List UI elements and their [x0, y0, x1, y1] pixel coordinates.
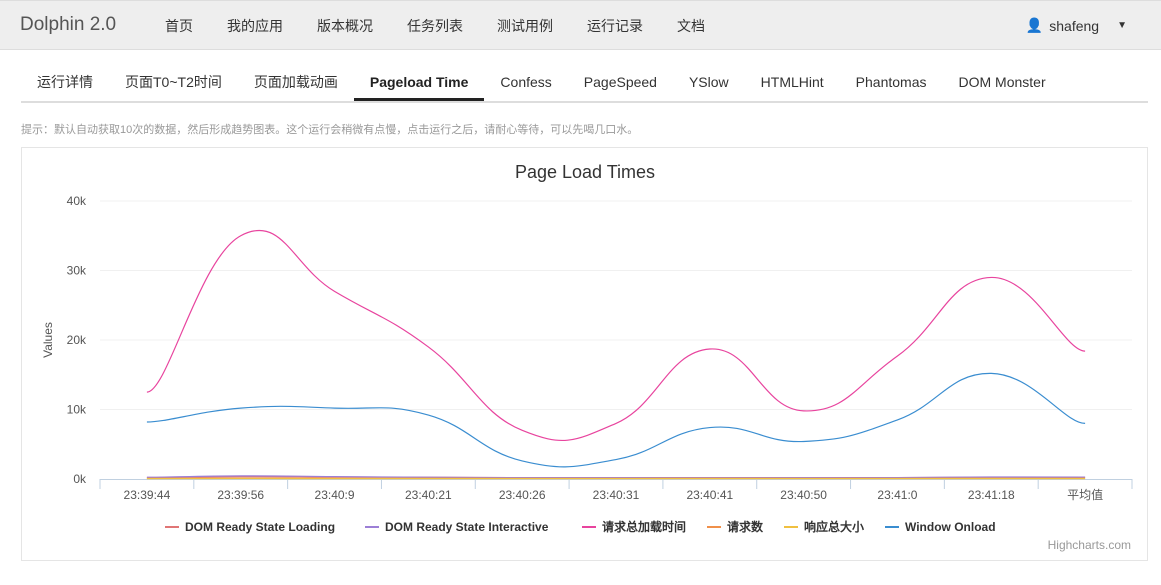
x-tick-label: 23:41:18 [968, 488, 1015, 502]
nav-versions[interactable]: 版本概况 [317, 18, 373, 34]
y-tick-label: 30k [67, 264, 87, 278]
x-tick-label: 23:39:44 [124, 488, 171, 502]
nav-my-apps[interactable]: 我的应用 [227, 18, 283, 34]
y-tick-label: 20k [67, 333, 87, 347]
user-menu[interactable]: 👤 shafeng ▼ [1026, 17, 1127, 34]
y-tick-label: 0k [73, 472, 87, 486]
legend-item-0[interactable]: DOM Ready State Loading [185, 520, 335, 534]
y-axis-label: Values [41, 322, 55, 358]
tab-6[interactable]: YSlow [688, 74, 729, 90]
username: shafeng [1049, 17, 1100, 34]
credits-link: Highcharts.com [1048, 538, 1131, 552]
tab-1[interactable]: 页面T0~T2时间 [125, 74, 222, 90]
chart-container: Page Load Times Values 0k 10k 20k 30k 40k 23:39… [21, 147, 1148, 561]
nav-run-records[interactable]: 运行记录 [587, 18, 643, 34]
x-tick-label: 平均值 [1067, 487, 1103, 502]
user-icon: 👤 [1025, 17, 1044, 33]
x-tick-label: 23:39:56 [217, 488, 264, 502]
caret-down-icon: ▼ [1117, 20, 1127, 31]
tab-4[interactable]: Confess [500, 74, 552, 90]
legend-item-5[interactable]: Window Onload [905, 520, 996, 534]
top-navbar: Dolphin 2.0 首页 我的应用 版本概况 任务列表 测试用例 运行记录 … [0, 0, 1161, 50]
hint-text: 提示：默认自动获取10次的数据，然后形成趋势图表。这个运行会稍微有点慢，点击运行… [21, 124, 639, 136]
tab-2[interactable]: 页面加载动画 [253, 74, 338, 90]
x-tick-label: 23:41:0 [877, 488, 917, 502]
nav-test-cases[interactable]: 测试用例 [497, 18, 553, 34]
tab-3[interactable]: Pageload Time [353, 64, 485, 101]
legend-item-3[interactable]: 请求数 [727, 519, 764, 534]
y-tick-label: 10k [67, 403, 87, 417]
legend-item-4[interactable]: 响应总大小 [804, 519, 864, 534]
tab-8[interactable]: Phantomas [855, 74, 927, 90]
legend-item-2[interactable]: 请求总加载时间 [602, 519, 686, 534]
page-load-chart: Page Load Times Values 0k 10k 20k 30k 40k 23:39… [41, 162, 1133, 552]
tab-0[interactable]: 运行详情 [37, 74, 93, 90]
tab-9[interactable]: DOM Monster [958, 74, 1046, 90]
x-tick-label: 23:40:9 [315, 488, 355, 502]
legend-item-1[interactable]: DOM Ready State Interactive [385, 520, 549, 534]
nav-docs[interactable]: 文档 [677, 18, 705, 34]
tab-bar: 运行详情 页面T0~T2时间 页面加载动画 Pageload Time Confess P… [21, 64, 1148, 103]
x-tick-label: 23:40:21 [405, 488, 452, 502]
y-tick-label: 40k [67, 194, 87, 208]
brand-logo[interactable]: Dolphin 2.0 [20, 14, 117, 35]
x-tick-label: 23:40:41 [686, 488, 733, 502]
tab-7[interactable]: HTMLHint [760, 74, 824, 90]
chart-title: Page Load Times [515, 162, 655, 182]
nav-tasks[interactable]: 任务列表 [407, 18, 463, 34]
x-tick-label: 23:40:31 [593, 488, 640, 502]
main-nav: 首页 我的应用 版本概况 任务列表 测试用例 运行记录 文档 [148, 1, 722, 51]
tab-5[interactable]: PageSpeed [583, 74, 657, 90]
series-line-2 [146, 229, 1086, 441]
nav-home[interactable]: 首页 [165, 18, 193, 34]
x-tick-label: 23:40:50 [780, 488, 827, 502]
x-tick-label: 23:40:26 [499, 488, 546, 502]
series-line-1 [146, 475, 1086, 479]
series-line-5 [146, 372, 1086, 468]
